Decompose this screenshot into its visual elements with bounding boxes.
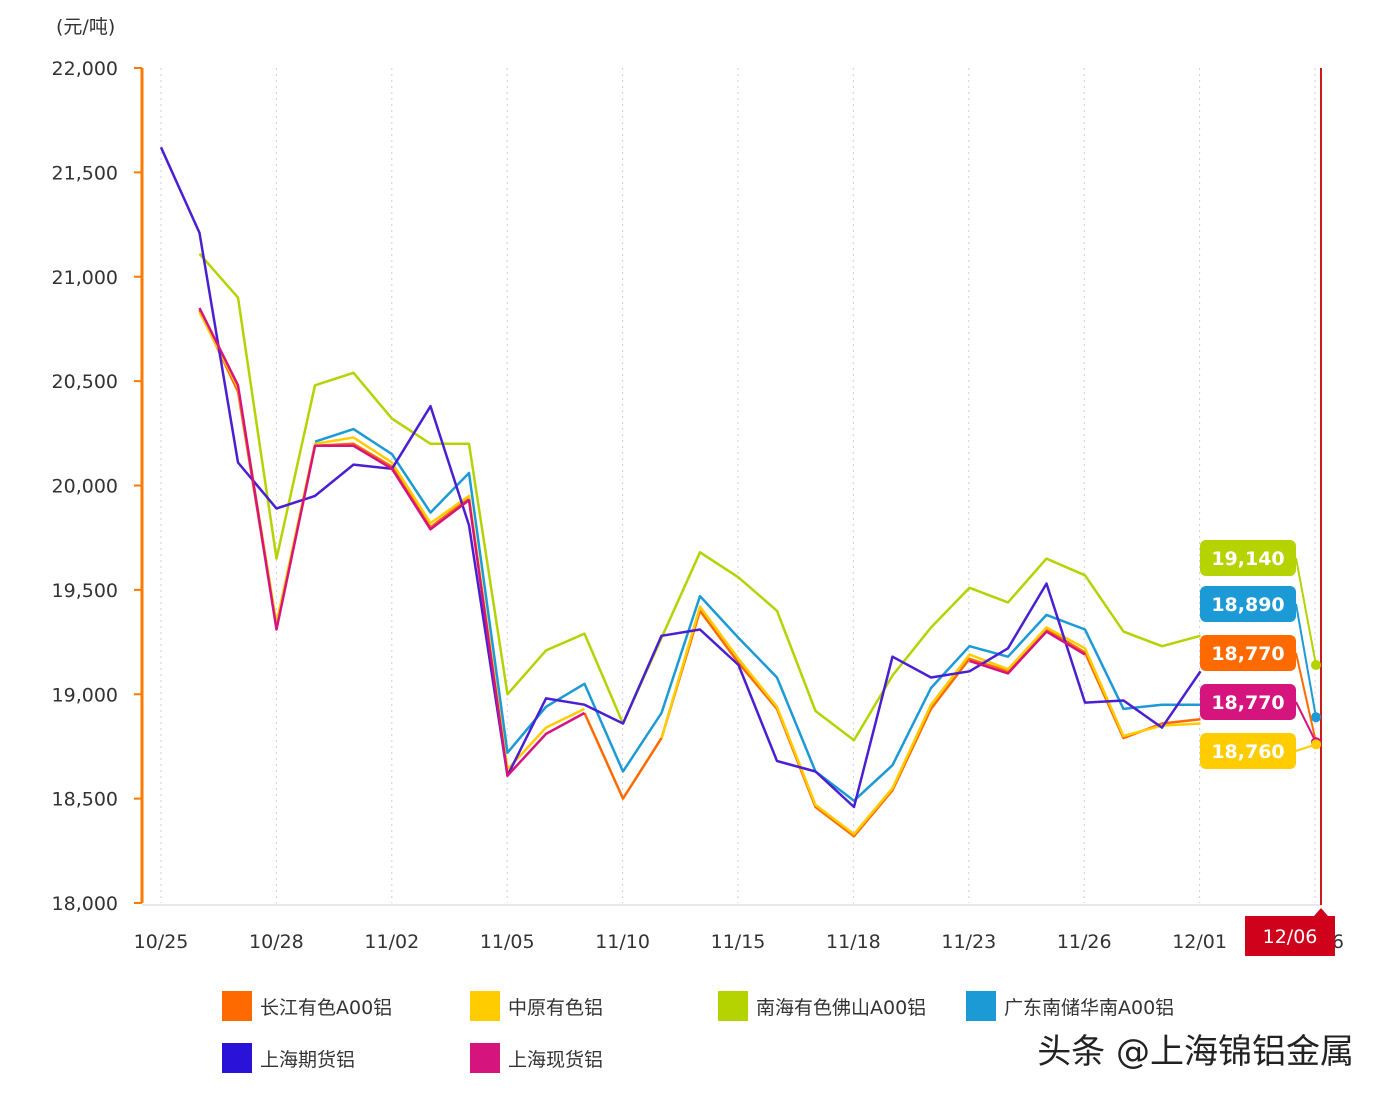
series-line [314,427,1201,802]
legend-item-shanghai-futures[interactable]: 上海期货铝 [222,1042,355,1074]
end-value-text: 18,760 [1211,741,1284,763]
end-value-text: 18,770 [1211,643,1284,665]
legend-label: 上海期货铝 [260,1048,356,1071]
end-label-connector [1295,652,1317,743]
cursor-date-label: 12/06 [1263,926,1318,948]
grid-lines [160,68,1316,903]
series-line [969,630,1086,675]
y-tick-label: 22,000 [52,58,118,80]
end-value-badge [1200,684,1296,720]
end-value-badge [1200,586,1296,622]
legend-label: 上海现货铝 [508,1048,604,1071]
x-tick-label: 11/10 [595,931,650,953]
end-value-text: 18,770 [1211,692,1284,714]
y-tick-label: 18,500 [52,789,118,811]
end-value-badge [1200,635,1296,671]
end-label-connector [1295,701,1317,743]
y-tick-label: 19,500 [52,580,118,602]
legend-label: 中原有色铝 [508,996,604,1019]
legend-swatch [718,991,748,1021]
legend-item-zhongyuan[interactable]: 中原有色铝 [470,990,603,1022]
y-tick-label: 19,000 [52,684,118,706]
end-value-badge [1200,733,1296,769]
x-tick-label: 11/02 [364,931,419,953]
legend-label: 南海有色佛山A00铝 [756,996,927,1019]
end-point-marker [1311,712,1321,723]
series-line [198,307,586,777]
x-tick-label: 11/15 [711,931,766,953]
legend-label: 广东南储华南A00铝 [1004,996,1175,1019]
end-value-labels: 19,140 18,890 18,770 18,770 18,760 [1200,540,1321,769]
legend-swatch [966,991,996,1021]
x-tick-label: 10/25 [134,931,189,953]
legend-swatch [470,991,500,1021]
cursor-date-box [1245,916,1335,956]
legend-item-guangdong[interactable]: 广东南储华南A00铝 [966,990,1174,1022]
y-tick-label: 21,500 [52,162,118,184]
y-axis-unit-label: (元/吨) [56,16,116,38]
end-point-marker [1311,739,1321,750]
date-cursor: 12/06 [1245,68,1335,956]
series-line [159,146,1202,809]
y-tick-label: 20,000 [52,476,118,498]
cursor-date-pointer [1314,908,1328,916]
legend-label: 长江有色A00铝 [260,996,393,1019]
end-label-connector [1295,557,1317,666]
end-value-badge [1200,540,1296,576]
x-tick-label: 11/23 [941,931,996,953]
x-tick-label: 10/28 [249,931,304,953]
legend-item-nanhai[interactable]: 南海有色佛山A00铝 [718,990,926,1022]
watermark: 头条 @上海锦铝金属 [1037,1032,1354,1072]
y-tick-label: 21,000 [52,267,118,289]
x-tick-label: 11/18 [826,931,881,953]
x-axis: 10/25 10/28 11/02 11/05 11/10 11/15 11/18 11/23… [134,904,1344,953]
series-lines [159,146,1202,838]
line-chart: 18,000 18,500 19,000 19,500 20,000 20,500 21,0… [52,58,1344,956]
end-point-marker [1311,660,1321,671]
legend-swatch [222,1043,252,1073]
series-line [198,252,1201,742]
legend-swatch [470,1043,500,1073]
x-tick-label: 11/26 [1057,931,1112,953]
series-line [198,309,509,774]
y-tick-label: 18,000 [52,893,118,915]
series-line [660,605,1201,836]
x-tick-label: 11/05 [480,931,535,953]
y-tick-label: 20,500 [52,371,118,393]
x-tick-label: 12/01 [1172,931,1227,953]
legend-item-shanghai-spot[interactable]: 上海现货铝 [470,1042,603,1074]
end-value-text: 19,140 [1211,548,1284,570]
end-label-connector [1295,603,1317,718]
legend-item-changjiang[interactable]: 长江有色A00铝 [222,990,392,1022]
y-axis: 18,000 18,500 19,000 19,500 20,000 20,500 21,0… [52,58,144,915]
legend-swatch [222,991,252,1021]
end-value-text: 18,890 [1211,594,1284,616]
series-line [583,609,1201,838]
